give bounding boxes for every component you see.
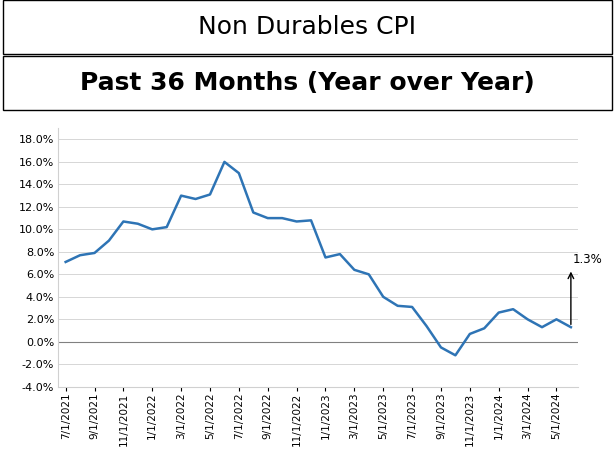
Text: Past 36 Months (Year over Year): Past 36 Months (Year over Year) xyxy=(80,71,535,95)
Text: 1.3%: 1.3% xyxy=(573,254,603,267)
Text: Non Durables CPI: Non Durables CPI xyxy=(199,15,416,39)
